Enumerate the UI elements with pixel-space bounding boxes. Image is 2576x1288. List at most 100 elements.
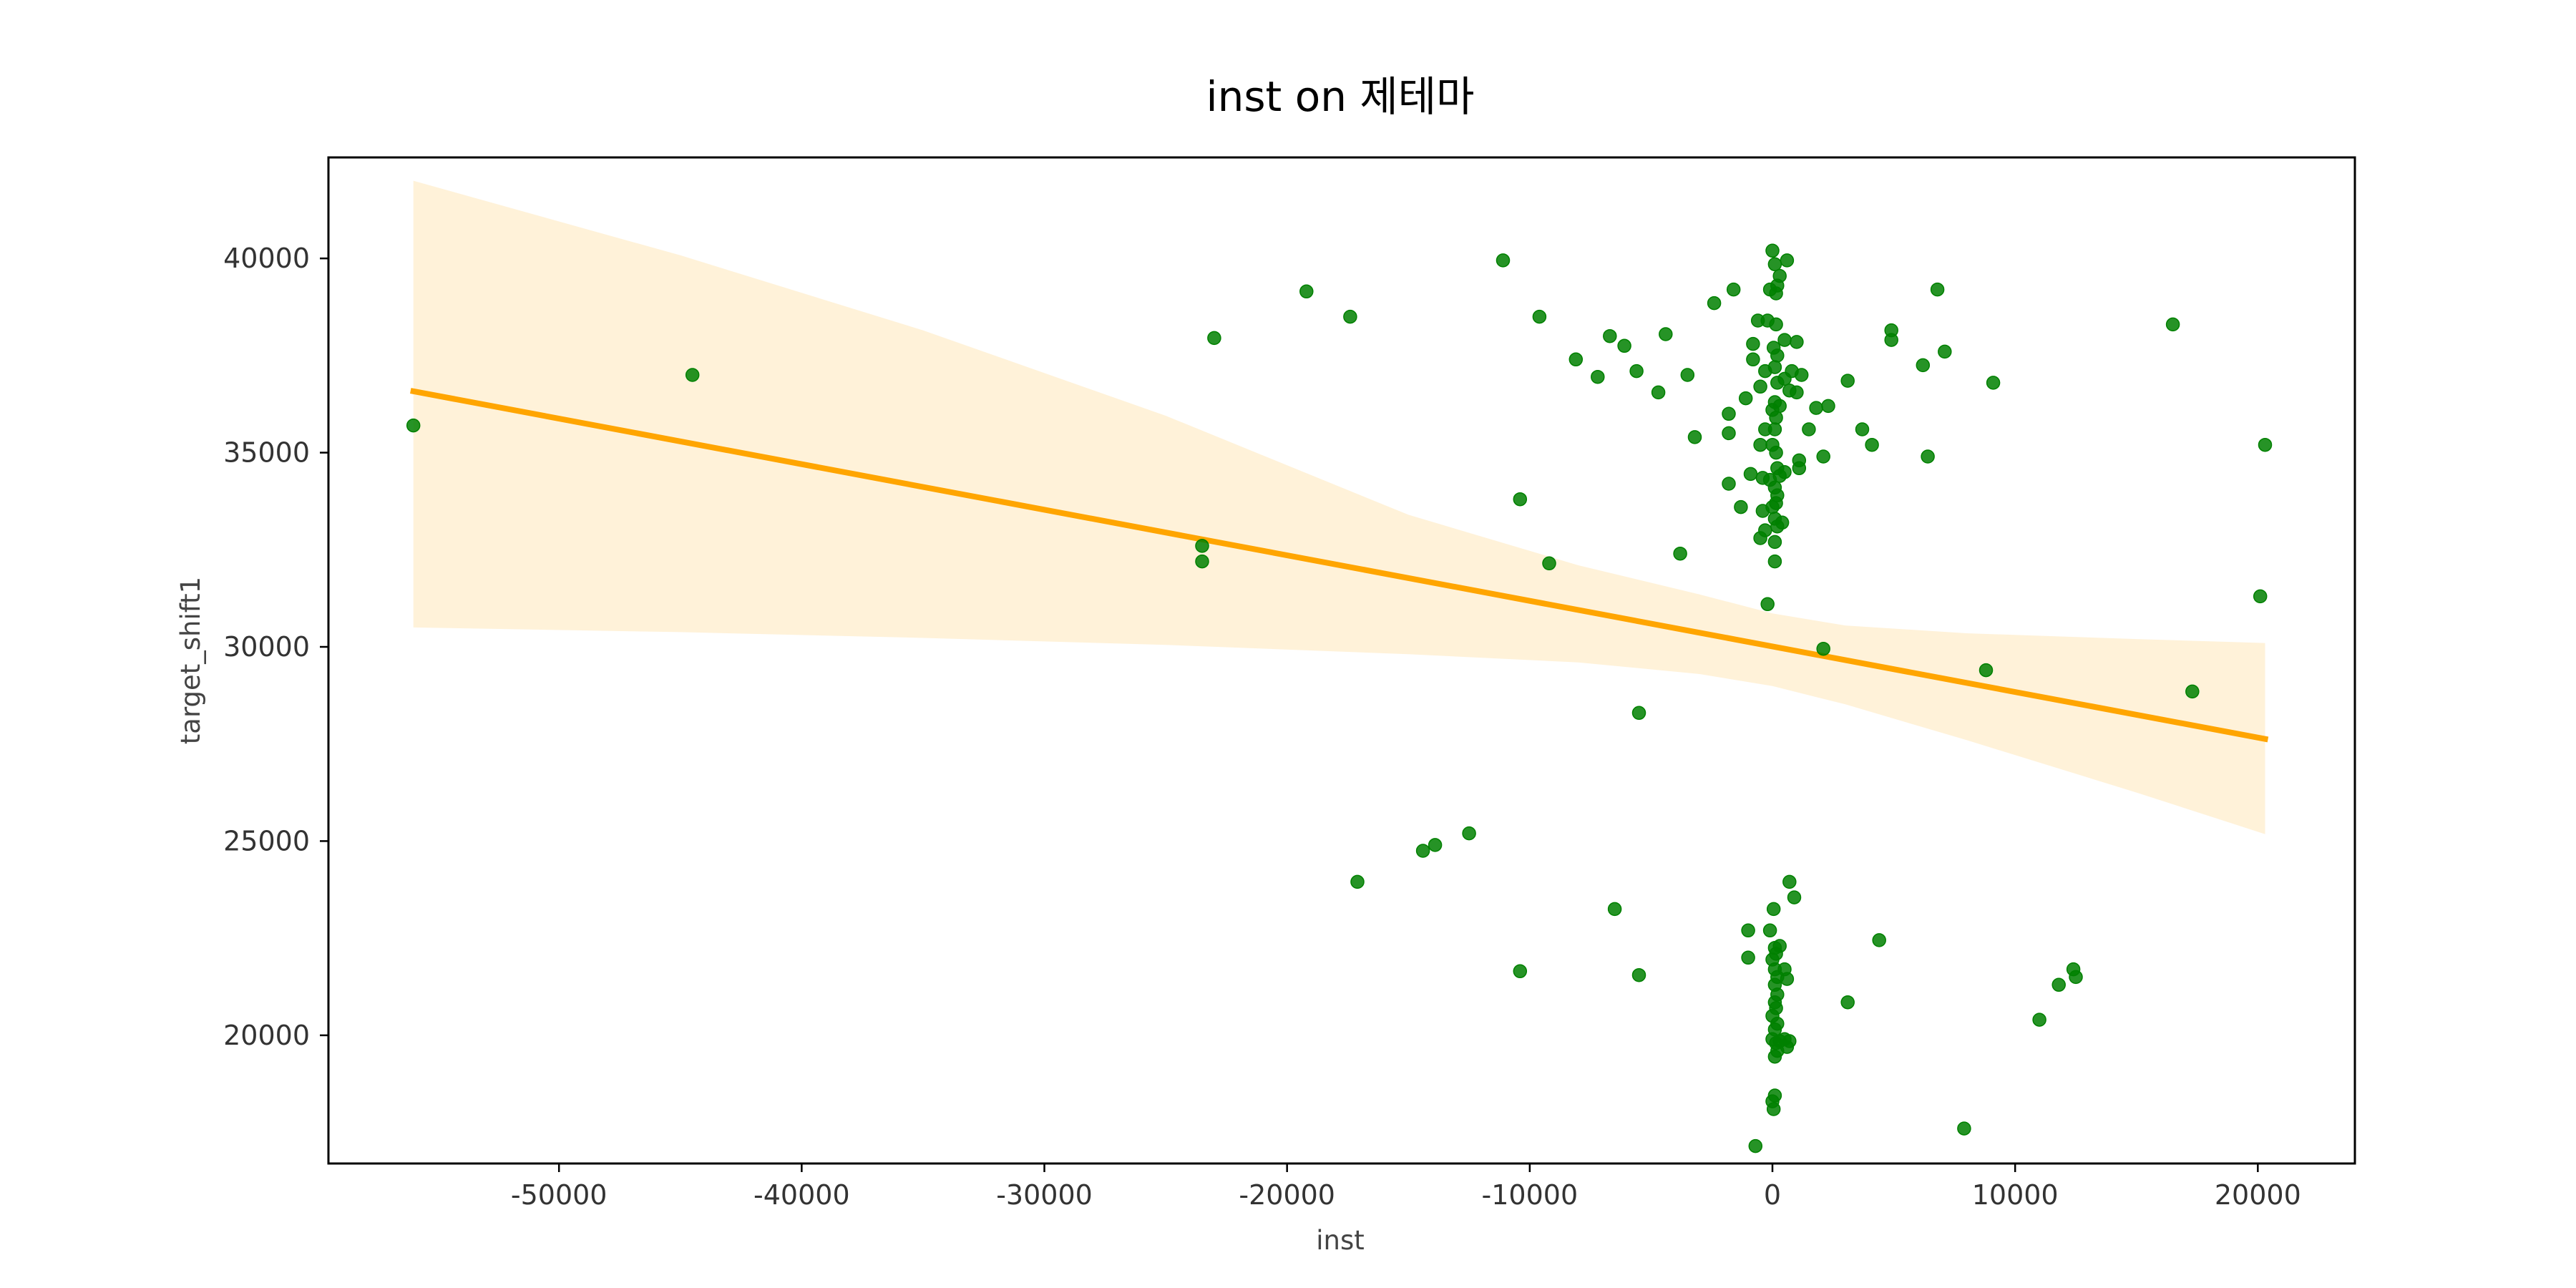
x-tick-label: 10000	[1972, 1179, 2059, 1211]
data-point	[1780, 972, 1795, 986]
data-point	[1603, 328, 1617, 343]
x-tick-label: 0	[1764, 1179, 1781, 1211]
data-point	[406, 418, 421, 433]
data-point	[1743, 467, 1758, 482]
y-tick-label: 30000	[223, 631, 310, 663]
y-tick-label: 20000	[223, 1020, 310, 1051]
data-point	[1855, 422, 1870, 436]
data-point	[1415, 844, 1430, 858]
x-tick-label: -30000	[996, 1179, 1093, 1211]
data-point	[1734, 499, 1748, 514]
data-point	[1722, 426, 1736, 441]
data-point	[1872, 933, 1886, 947]
data-point	[1591, 369, 1605, 384]
data-point	[1428, 838, 1443, 852]
data-point	[1986, 376, 2001, 390]
data-point	[1707, 296, 1722, 311]
data-point	[2051, 977, 2066, 992]
data-point	[1767, 1088, 1782, 1103]
data-point	[1673, 546, 1687, 561]
data-point	[1770, 488, 1785, 503]
x-axis-label: inst	[1316, 1225, 1365, 1256]
data-point	[685, 368, 700, 382]
data-point	[1760, 597, 1775, 612]
plot-frame	[327, 156, 2356, 1165]
data-point	[1840, 374, 1855, 388]
x-axis: -50000 -40000 -30000 -20000 -10000 0 10000 2000…	[511, 1163, 2301, 1211]
data-point	[1772, 939, 1787, 953]
data-point	[1631, 706, 1646, 721]
data-point	[1195, 539, 1209, 553]
data-point	[1790, 385, 1804, 400]
data-point	[1766, 1102, 1781, 1116]
data-point	[1772, 268, 1787, 283]
data-point	[1770, 987, 1785, 1002]
data-point	[1746, 352, 1760, 367]
data-point	[2069, 970, 2083, 985]
confidence-band-layer	[413, 180, 2265, 834]
data-point	[1659, 327, 1673, 341]
x-tick-label: -50000	[511, 1179, 608, 1211]
data-point	[1767, 257, 1782, 272]
data-point	[1343, 309, 1357, 324]
data-point	[1769, 317, 1783, 332]
confidence-band	[413, 180, 2265, 834]
y-axis-label: target_shift1	[175, 577, 206, 744]
data-point	[1930, 282, 1945, 297]
data-point	[1617, 338, 1631, 353]
data-point	[1794, 368, 1809, 382]
y-axis: 20000 25000 30000 35000 40000	[223, 243, 328, 1051]
data-point	[1195, 554, 1209, 569]
data-point	[1738, 391, 1753, 406]
data-point	[1780, 253, 1795, 268]
data-point	[1687, 430, 1702, 444]
x-tick-label: -10000	[1482, 1179, 1579, 1211]
data-point	[1753, 437, 1767, 452]
data-point	[1916, 358, 1931, 373]
plot-background	[328, 157, 2355, 1163]
data-point	[1542, 556, 1556, 571]
data-point	[1775, 515, 1790, 530]
x-tick-label: -20000	[1239, 1179, 1335, 1211]
data-point	[1607, 902, 1622, 917]
data-point	[1809, 401, 1823, 415]
data-point	[1629, 364, 1644, 379]
data-point	[1462, 826, 1476, 841]
data-point	[1680, 368, 1695, 382]
x-tick-label: 20000	[2215, 1179, 2301, 1211]
data-point	[1777, 464, 1792, 479]
data-point	[1770, 348, 1785, 363]
data-point	[1758, 523, 1772, 537]
regression-line-layer	[410, 388, 2269, 743]
data-point	[1769, 1001, 1783, 1015]
data-point	[1787, 890, 1802, 904]
data-point	[1568, 352, 1584, 367]
data-point	[1766, 902, 1781, 917]
data-point	[1772, 399, 1787, 414]
data-point	[1651, 385, 1666, 400]
data-point	[1802, 422, 1816, 436]
data-point	[1762, 923, 1777, 938]
data-point	[1631, 967, 1646, 982]
data-point	[1767, 422, 1782, 436]
y-tick-label: 40000	[223, 243, 310, 274]
data-point	[1769, 445, 1783, 460]
data-point	[1532, 309, 1547, 324]
data-point	[1782, 1034, 1797, 1048]
data-point	[1753, 379, 1767, 394]
data-point	[1792, 461, 1807, 476]
data-point	[2185, 684, 2200, 699]
data-point	[2258, 437, 2273, 452]
y-tick-label: 25000	[223, 825, 310, 857]
data-point	[1722, 477, 1736, 491]
data-point	[1496, 253, 1511, 268]
data-point	[1957, 1121, 1971, 1136]
data-point	[1979, 663, 1994, 678]
data-point	[1299, 284, 1314, 299]
chart-title: inst on 제테마	[1206, 72, 1474, 121]
data-point	[1816, 449, 1830, 464]
data-point	[2165, 317, 2180, 332]
data-point	[1921, 449, 1935, 464]
data-point	[1782, 874, 1797, 889]
